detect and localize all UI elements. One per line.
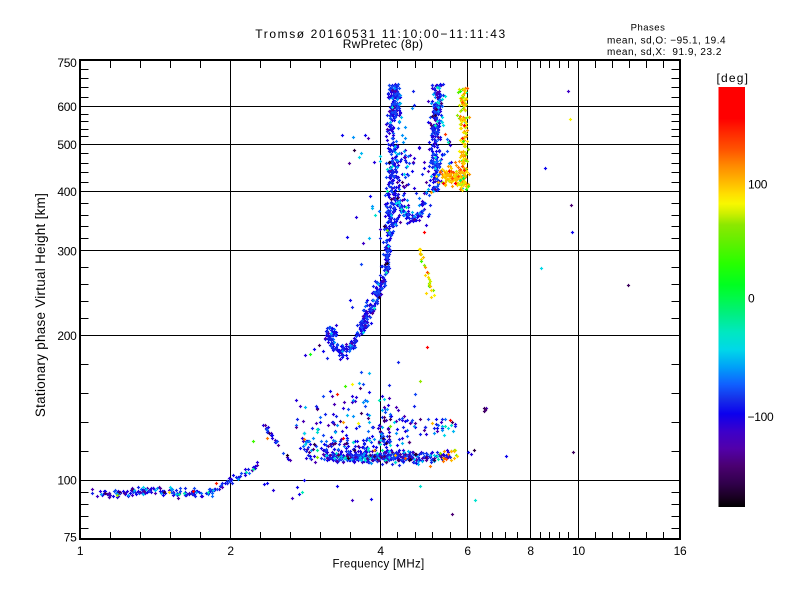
svg-text:500: 500 — [57, 138, 77, 152]
svg-text:Stationary phase Virtual Heigh: Stationary phase Virtual Height [km] — [33, 193, 48, 417]
svg-text:Frequency [MHz]: Frequency [MHz] — [332, 559, 424, 571]
svg-text:16: 16 — [674, 544, 687, 558]
svg-text:mean, sd,X: 91.9, 23.2: mean, sd,X: 91.9, 23.2 — [607, 47, 722, 58]
svg-text:mean, sd,O: −95.1, 19.4: mean, sd,O: −95.1, 19.4 — [607, 36, 726, 47]
svg-text:−100: −100 — [748, 410, 774, 424]
svg-text:600: 600 — [57, 100, 77, 114]
svg-text:2: 2 — [227, 544, 234, 558]
svg-text:8: 8 — [527, 544, 534, 558]
svg-text:1: 1 — [77, 544, 84, 558]
svg-text:100: 100 — [57, 474, 77, 488]
svg-text:Tromsø 20160531 11:10:00−11:11: Tromsø 20160531 11:10:00−11:11:43 — [255, 27, 507, 41]
svg-text:200: 200 — [57, 329, 77, 343]
svg-text:RwPretec (8p): RwPretec (8p) — [343, 37, 424, 51]
svg-text:100: 100 — [748, 178, 768, 192]
svg-text:0: 0 — [748, 292, 755, 306]
svg-text:750: 750 — [57, 56, 77, 70]
svg-text:Phases: Phases — [631, 23, 666, 34]
svg-text:6: 6 — [464, 544, 471, 558]
svg-text:300: 300 — [57, 244, 77, 258]
svg-text:[deg]: [deg] — [717, 71, 750, 85]
svg-text:75: 75 — [64, 531, 77, 545]
svg-text:400: 400 — [57, 185, 77, 199]
svg-text:10: 10 — [572, 544, 585, 558]
svg-text:4: 4 — [377, 544, 384, 558]
